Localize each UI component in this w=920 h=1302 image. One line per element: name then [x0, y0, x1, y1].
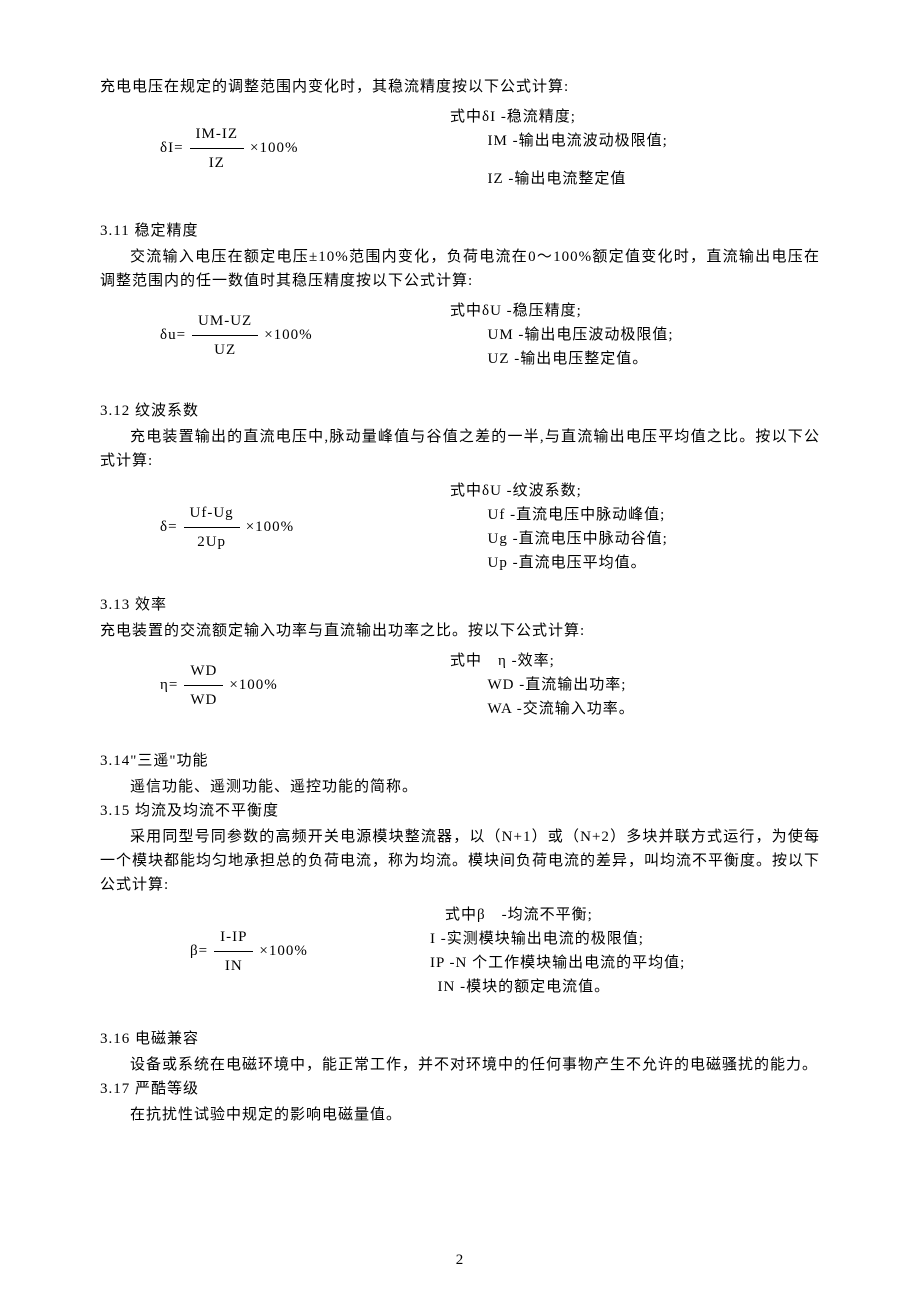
legend-line: IN -模块的额定电流值。	[430, 975, 820, 999]
legend-line: 式中δU -纹波系数;	[450, 479, 820, 503]
section-3-16-title: 3.16 电磁兼容	[100, 1027, 820, 1051]
fraction-numerator: IM-IZ	[190, 122, 245, 148]
section-3-13-para: 充电装置的交流额定输入功率与直流输出功率之比。按以下公式计算:	[100, 619, 820, 643]
formula-lhs: δ=	[160, 515, 178, 539]
legend-line: 式中β -均流不平衡;	[430, 903, 820, 927]
legend-3-15: 式中β -均流不平衡; I -实测模块输出电流的极限值; IP -N 个工作模块…	[420, 903, 820, 999]
section-3-17-para: 在抗扰性试验中规定的影响电磁量值。	[100, 1103, 820, 1127]
legend-line: UZ -输出电压整定值。	[450, 347, 820, 371]
fraction-denominator: UZ	[208, 336, 242, 362]
formula-3-12-row: δ= Uf-Ug 2Up ×100% 式中δU -纹波系数; Uf -直流电压中…	[100, 479, 820, 575]
legend-line: 式中 η -效率;	[450, 649, 820, 673]
legend-line: IM -输出电流波动极限值;	[450, 129, 820, 153]
formula-tail: ×100%	[250, 136, 298, 160]
formula-3-11: δu= UM-UZ UZ ×100%	[100, 299, 440, 371]
formula-3-15: β= I-IP IN ×100%	[100, 903, 420, 999]
section-3-14-para: 遥信功能、遥测功能、遥控功能的简称。	[100, 775, 820, 799]
fraction-denominator: 2Up	[191, 528, 232, 554]
fraction-numerator: UM-UZ	[192, 309, 258, 335]
fraction: UM-UZ UZ	[192, 309, 258, 362]
legend-3-11: 式中δU -稳压精度; UM -输出电压波动极限值; UZ -输出电压整定值。	[440, 299, 820, 371]
legend-line: 式中δI -稳流精度;	[450, 105, 820, 129]
section-3-17-title: 3.17 严酷等级	[100, 1077, 820, 1101]
fraction-numerator: Uf-Ug	[184, 501, 240, 527]
formula-tail: ×100%	[259, 939, 307, 963]
formula-3-11-row: δu= UM-UZ UZ ×100% 式中δU -稳压精度; UM -输出电压波…	[100, 299, 820, 371]
formula-lhs: η=	[160, 673, 178, 697]
section-3-11-title: 3.11 稳定精度	[100, 219, 820, 243]
formula-3-10-row: δI= IM-IZ IZ ×100% 式中δI -稳流精度; IM -输出电流波…	[100, 105, 820, 191]
legend-line: Ug -直流电压中脉动谷值;	[450, 527, 820, 551]
legend-3-10: 式中δI -稳流精度; IM -输出电流波动极限值; IZ -输出电流整定值	[440, 105, 820, 191]
fraction-numerator: I-IP	[214, 925, 253, 951]
fraction: I-IP IN	[214, 925, 253, 978]
legend-line: WA -交流输入功率。	[450, 697, 820, 721]
formula-tail: ×100%	[229, 673, 277, 697]
legend-line: Uf -直流电压中脉动峰值;	[450, 503, 820, 527]
fraction-numerator: WD	[184, 659, 223, 685]
section-3-11-para: 交流输入电压在额定电压±10%范围内变化，负荷电流在0～100%额定值变化时，直…	[100, 245, 820, 293]
legend-line: I -实测模块输出电流的极限值;	[430, 927, 820, 951]
formula-3-13: η= WD WD ×100%	[100, 649, 440, 721]
legend-line: Up -直流电压平均值。	[450, 551, 820, 575]
fraction: Uf-Ug 2Up	[184, 501, 240, 554]
legend-line: IP -N 个工作模块输出电流的平均值;	[430, 951, 820, 975]
section-3-14-title: 3.14"三遥"功能	[100, 749, 820, 773]
formula-lhs: δu=	[160, 323, 186, 347]
section-3-13-title: 3.13 效率	[100, 593, 820, 617]
section-3-12-para: 充电装置输出的直流电压中,脉动量峰值与谷值之差的一半,与直流输出电压平均值之比。…	[100, 425, 820, 473]
fraction: WD WD	[184, 659, 223, 712]
formula-lhs: β=	[190, 939, 208, 963]
legend-3-13: 式中 η -效率; WD -直流输出功率; WA -交流输入功率。	[440, 649, 820, 721]
formula-3-13-row: η= WD WD ×100% 式中 η -效率; WD -直流输出功率; WA …	[100, 649, 820, 721]
section-3-10-intro: 充电电压在规定的调整范围内变化时，其稳流精度按以下公式计算:	[100, 75, 820, 99]
fraction: IM-IZ IZ	[190, 122, 245, 175]
section-3-15-para: 采用同型号同参数的高频开关电源模块整流器，以（N+1）或（N+2）多块并联方式运…	[100, 825, 820, 897]
section-3-16-para: 设备或系统在电磁环境中，能正常工作，并不对环境中的任何事物产生不允许的电磁骚扰的…	[100, 1053, 820, 1077]
formula-lhs: δI=	[160, 136, 184, 160]
formula-3-10: δI= IM-IZ IZ ×100%	[100, 105, 440, 191]
formula-3-15-row: β= I-IP IN ×100% 式中β -均流不平衡; I -实测模块输出电流…	[100, 903, 820, 999]
legend-3-12: 式中δU -纹波系数; Uf -直流电压中脉动峰值; Ug -直流电压中脉动谷值…	[440, 479, 820, 575]
section-3-12-title: 3.12 纹波系数	[100, 399, 820, 423]
legend-line: IZ -输出电流整定值	[450, 167, 820, 191]
legend-line: WD -直流输出功率;	[450, 673, 820, 697]
formula-tail: ×100%	[246, 515, 294, 539]
legend-line: 式中δU -稳压精度;	[450, 299, 820, 323]
formula-3-12: δ= Uf-Ug 2Up ×100%	[100, 479, 440, 575]
page-number: 2	[0, 1248, 920, 1272]
fraction-denominator: WD	[184, 686, 223, 712]
formula-tail: ×100%	[264, 323, 312, 347]
fraction-denominator: IN	[219, 952, 249, 978]
legend-line: UM -输出电压波动极限值;	[450, 323, 820, 347]
fraction-denominator: IZ	[203, 149, 231, 175]
section-3-15-title: 3.15 均流及均流不平衡度	[100, 799, 820, 823]
